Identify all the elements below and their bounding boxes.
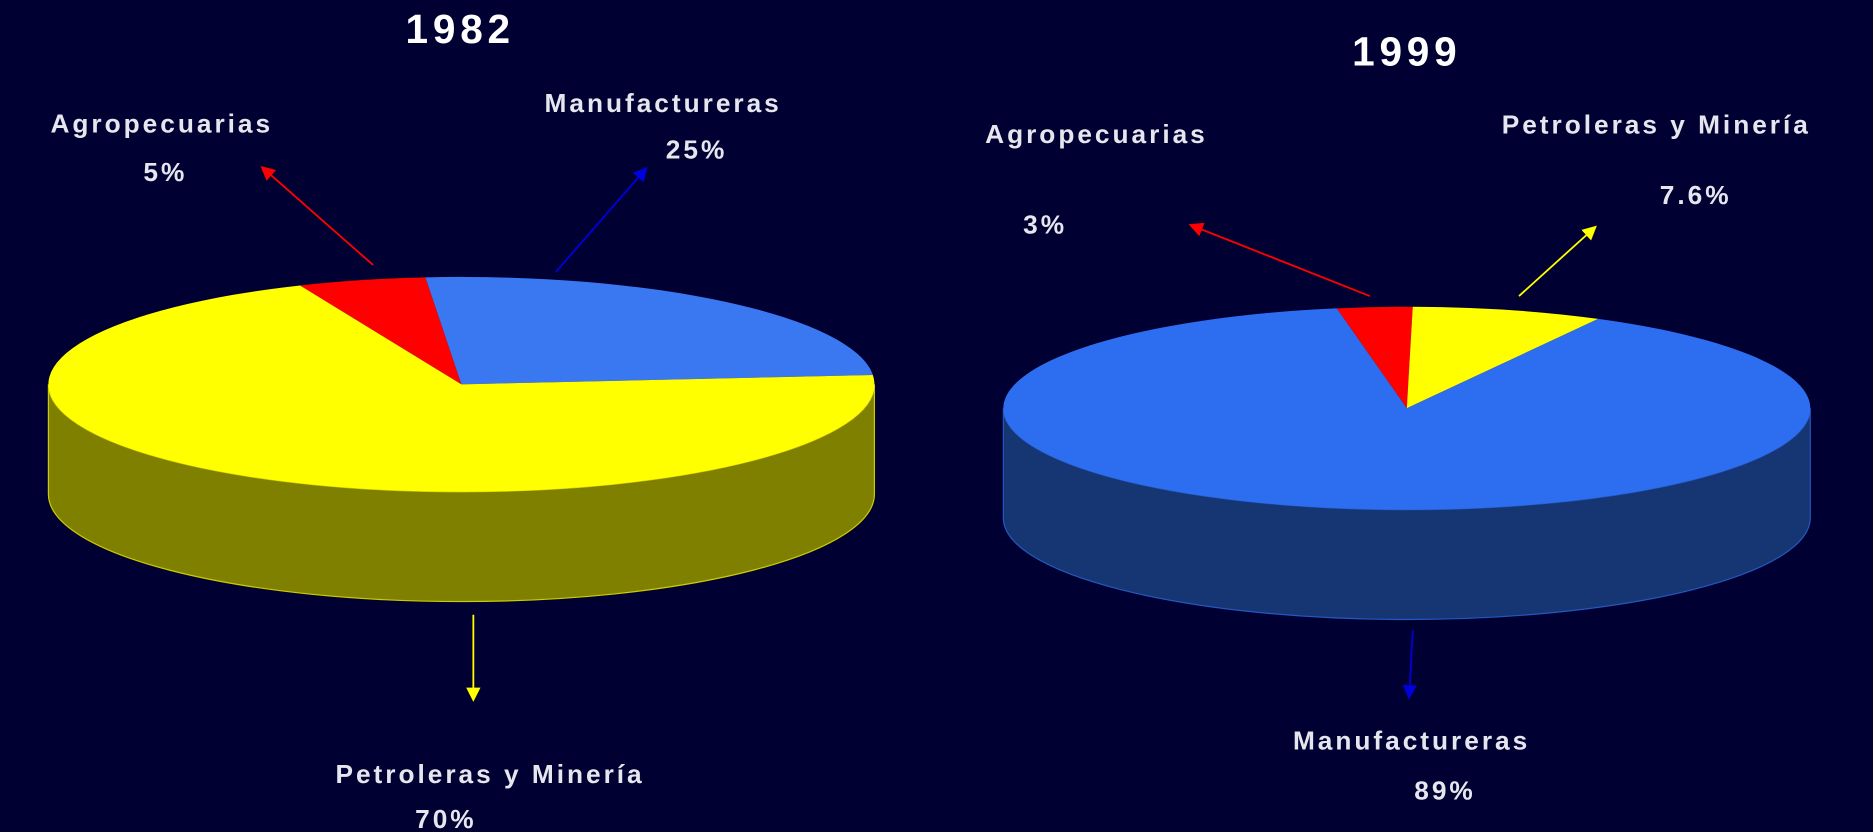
category-label: Petroleras y Minería bbox=[1502, 109, 1811, 139]
leader-arrow bbox=[1402, 630, 1417, 700]
value-label: 89% bbox=[1414, 776, 1476, 806]
value-label: 7.6% bbox=[1660, 180, 1732, 210]
pie-slice bbox=[425, 276, 873, 385]
leader-arrow bbox=[1518, 225, 1597, 297]
pie-slice bbox=[1336, 306, 1413, 409]
leader-arrow bbox=[1188, 222, 1371, 297]
value-label: 25% bbox=[666, 135, 728, 165]
pie-slice bbox=[300, 277, 462, 385]
category-label: Manufactureras bbox=[545, 88, 782, 118]
category-label: Agropecuarias bbox=[50, 108, 273, 138]
pie-slice bbox=[48, 285, 875, 492]
chart-title: 1999 bbox=[1352, 29, 1461, 75]
value-label: 70% bbox=[415, 804, 477, 832]
pie-slice bbox=[1003, 308, 1811, 510]
category-label: Manufactureras bbox=[1293, 725, 1530, 755]
value-label: 3% bbox=[1023, 210, 1067, 240]
leader-arrow bbox=[260, 165, 374, 266]
category-label: Petroleras y Minería bbox=[335, 759, 644, 789]
leader-arrow bbox=[555, 166, 648, 273]
value-label: 5% bbox=[143, 157, 187, 187]
pie-slice bbox=[1406, 306, 1599, 409]
chart-title: 1982 bbox=[406, 6, 515, 52]
category-label: Agropecuarias bbox=[985, 119, 1208, 149]
